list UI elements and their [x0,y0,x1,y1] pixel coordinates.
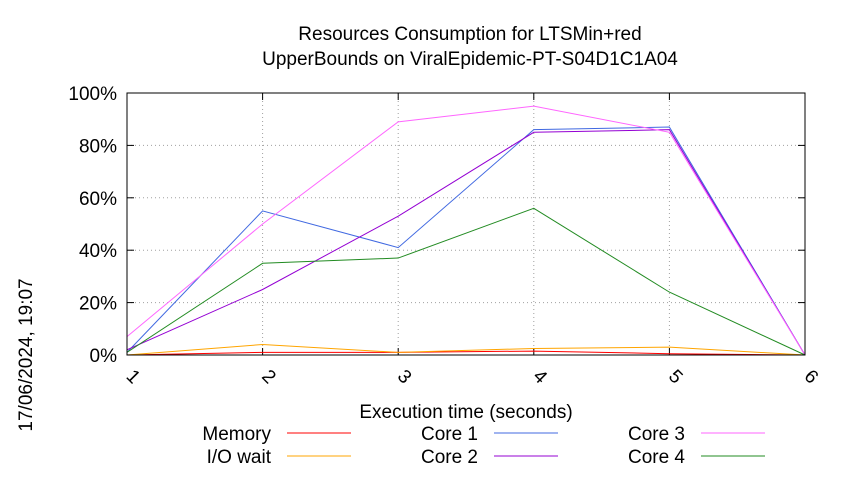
series-line-core-3 [126,105,806,356]
y-tick-label: 20% [79,294,117,315]
chart-title-line-1: Resources Consumption for LTSMin+red [298,24,641,45]
y-tick-label: 40% [79,241,117,262]
x-tick-label: 2 [257,366,279,388]
timestamp-label: 17/06/2024, 19:07 [16,278,37,431]
y-tick-labels: 0% 20% 40% 60% 80% 100% [68,84,117,367]
legend-label-core-4: Core 4 [628,447,685,468]
plot-frame [126,92,806,356]
x-tick-label: 6 [800,366,822,388]
x-tick-labels: 1 2 3 4 5 6 [122,366,822,389]
grid-lines [126,92,806,356]
series-line-core-4 [126,207,806,356]
series-line-i-o-wait [126,344,806,356]
legend-label-i-o-wait: I/O wait [207,447,272,468]
legend-label-core-2: Core 2 [421,447,478,468]
x-tick-label: 5 [664,366,686,388]
chart-title-line-2: UpperBounds on ViralEpidemic-PT-S04D1C1A… [262,49,678,70]
y-tick-label: 0% [90,346,118,367]
y-tick-label: 60% [79,189,117,210]
series-line-core-2 [126,129,806,356]
series-lines [126,105,806,356]
y-tick-label: 100% [68,84,117,105]
x-axis-label: Execution time (seconds) [359,402,572,423]
y-tick-label: 80% [79,136,117,157]
legend-label-core-1: Core 1 [421,424,478,445]
legend-label-core-3: Core 3 [628,424,685,445]
series-line-core-1 [126,126,806,356]
series-line-memory [126,350,806,356]
legend-label-memory: Memory [202,424,271,445]
x-tick-label: 4 [529,366,552,389]
x-tick-label: 3 [393,366,415,388]
x-tick-label: 1 [122,366,144,388]
